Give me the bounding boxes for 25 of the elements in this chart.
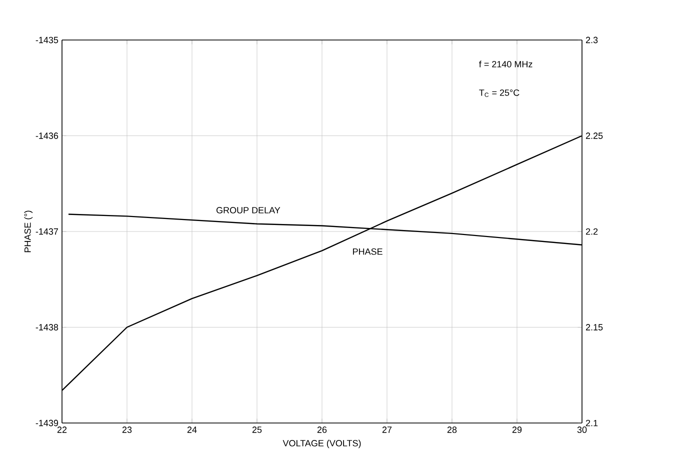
y2-tick-label: 2.2 (586, 228, 598, 235)
y-tick-label: -1438 (36, 324, 58, 330)
y2-tick-label: 2.1 (586, 420, 598, 426)
x-axis-title: VOLTAGE (VOLTS) (282, 440, 361, 448)
y-tick-label: -1437 (36, 228, 58, 235)
y2-tick-label: 2.25 (586, 132, 603, 139)
y-axis-title: PHASE (°) (24, 210, 33, 252)
y2-tick-label: 2.15 (586, 324, 603, 330)
series-label: PHASE (353, 248, 382, 255)
x-tick-label: 28 (447, 426, 457, 433)
y-tick-label: -1439 (36, 420, 58, 426)
series-label: GROUP DELAY (216, 207, 280, 214)
x-tick-label: 30 (577, 426, 587, 433)
y-tick-label: -1436 (36, 132, 58, 139)
annotation: T$_{C}$ = 25°C (479, 89, 520, 97)
x-tick-label: 24 (187, 426, 197, 433)
x-tick-label: 23 (122, 426, 132, 433)
annotation: f = 2140 MHz (479, 60, 532, 68)
x-tick-label: 25 (252, 426, 262, 433)
x-tick-label: 29 (512, 426, 522, 433)
x-tick-label: 26 (317, 426, 327, 433)
y2-tick-label: 2.3 (586, 36, 598, 44)
y-tick-label: -1435 (36, 36, 58, 44)
x-tick-label: 22 (57, 426, 67, 433)
x-tick-label: 27 (382, 426, 392, 433)
